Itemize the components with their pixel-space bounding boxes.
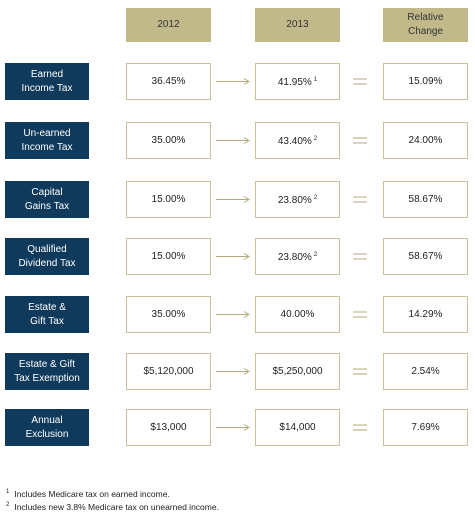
value-cell: 2.54% [383, 353, 468, 390]
arrow-head [243, 311, 250, 318]
value-cell: 24.00% [383, 122, 468, 159]
value-cell: 23.80% 2 [255, 238, 340, 275]
footnote-text: Includes Medicare tax on earned income. [14, 489, 170, 499]
footnote-marker: 2 [6, 502, 10, 508]
arrow-head [243, 78, 250, 85]
footnote-marker: 1 [6, 489, 10, 495]
value-2013: $14,000 [279, 421, 315, 435]
value-cell: $13,000 [126, 409, 211, 446]
value-cell: 7.69% [383, 409, 468, 446]
footnote: 1 Includes Medicare tax on earned income. [6, 489, 170, 499]
value-2012: $13,000 [150, 421, 187, 433]
value-cell: 58.67% [383, 238, 468, 275]
value-cell: 15.00% [126, 238, 211, 275]
value-cell: 15.00% [126, 181, 211, 218]
relative-change: 7.69% [411, 421, 440, 433]
label-text: Income Tax [21, 82, 73, 94]
relative-change: 58.67% [408, 250, 443, 262]
value-2012: 15.00% [151, 193, 186, 205]
footnote: 2 Includes new 3.8% Medicare tax on unear… [6, 502, 219, 512]
value-2013: 23.80% 2 [278, 191, 317, 208]
value-text: 41.95% [277, 77, 312, 88]
label-text: Un-earned [23, 127, 71, 139]
value-text: 23.80% [277, 195, 312, 206]
value-text: $14,000 [279, 421, 316, 433]
value-cell: $14,000 [255, 409, 340, 446]
label-text: Dividend Tax [18, 257, 76, 269]
label-text: Tax Exemption [14, 372, 80, 384]
row-label: Estate & Gift Tax Exemption [5, 353, 89, 390]
footnote-ref: 1 [313, 77, 318, 83]
column-header: 2012 [126, 8, 211, 42]
value-text: $5,250,000 [272, 365, 323, 377]
label-text: Estate & Gift [18, 358, 76, 370]
column-header: Relative Change [383, 8, 468, 42]
value-2013: 43.40% 2 [278, 132, 317, 149]
value-cell: 35.00% [126, 122, 211, 159]
relative-change: 2.54% [411, 365, 440, 377]
label-text: Annual [31, 414, 63, 426]
value-2012: 35.00% [151, 308, 186, 320]
relative-change: 15.09% [408, 75, 443, 87]
value-cell: 41.95% 1 [255, 63, 340, 100]
relative-change: 14.29% [408, 308, 443, 320]
footnote-ref: 2 [313, 252, 318, 258]
value-cell: 23.80% 2 [255, 181, 340, 218]
value-2012: 36.45% [151, 75, 186, 87]
header-text: Relative [407, 12, 444, 23]
row-label: Un-earned Income Tax [5, 122, 89, 159]
value-cell: 14.29% [383, 296, 468, 333]
label-text: Estate & [28, 301, 66, 313]
footnote-ref: 2 [313, 195, 318, 201]
label-text: Gift Tax [30, 315, 64, 327]
relative-change: 24.00% [408, 134, 443, 146]
footnote-ref: 2 [313, 136, 318, 142]
header-text: 2013 [286, 19, 309, 30]
arrow-head [243, 424, 250, 431]
arrow-head [243, 196, 250, 203]
value-cell: 36.45% [126, 63, 211, 100]
label-text: Earned [30, 68, 64, 80]
value-cell: 15.09% [383, 63, 468, 100]
value-text: 40.00% [280, 308, 315, 320]
value-cell: 43.40% 2 [255, 122, 340, 159]
column-header: 2013 [255, 8, 340, 42]
label-text: Income Tax [21, 141, 73, 153]
footnote-text: Includes new 3.8% Medicare tax on unearn… [14, 502, 219, 512]
relative-change: 58.67% [408, 193, 443, 205]
value-text: 43.40% [277, 136, 312, 147]
header-text: Change [407, 26, 444, 37]
value-cell: $5,250,000 [255, 353, 340, 390]
arrow-head [243, 368, 250, 375]
label-text: Qualified [27, 243, 67, 255]
value-cell: 58.67% [383, 181, 468, 218]
value-cell: 35.00% [126, 296, 211, 333]
value-2012: 15.00% [151, 250, 186, 262]
value-2013: 23.80% 2 [278, 248, 317, 265]
value-2013: $5,250,000 [272, 365, 322, 379]
value-2012: $5,120,000 [143, 365, 194, 377]
value-2013: 41.95% 1 [278, 73, 317, 90]
row-label: Earned Income Tax [5, 63, 89, 100]
arrow-head [243, 253, 250, 260]
header-text: 2012 [157, 19, 180, 30]
row-label: Qualified Dividend Tax [5, 238, 89, 275]
arrow-head [243, 137, 250, 144]
row-label: Annual Exclusion [5, 409, 89, 446]
row-label: Estate & Gift Tax [5, 296, 89, 333]
label-text: Capital [31, 186, 63, 198]
row-label: Capital Gains Tax [5, 181, 89, 218]
label-text: Exclusion [25, 428, 69, 440]
value-2013: 40.00% [281, 308, 315, 322]
value-cell: $5,120,000 [126, 353, 211, 390]
value-2012: 35.00% [151, 134, 186, 146]
value-text: 23.80% [277, 252, 312, 263]
label-text: Gains Tax [24, 200, 70, 212]
value-cell: 40.00% [255, 296, 340, 333]
